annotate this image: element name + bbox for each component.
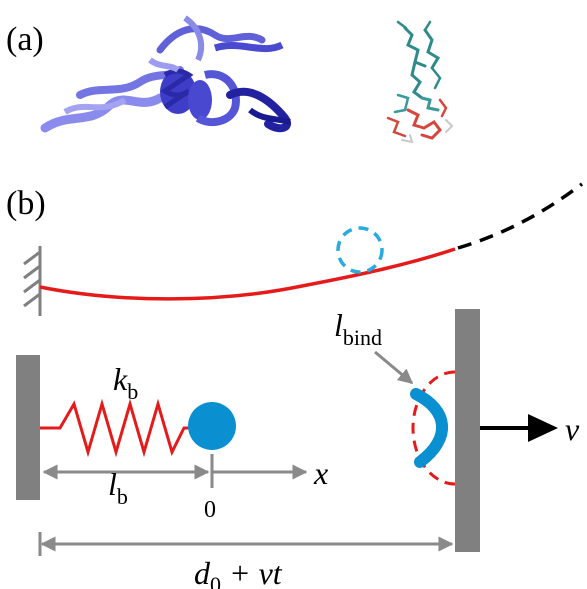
polymer-strand: [39, 247, 456, 301]
protein-ribbon-icon: [40, 15, 291, 133]
velocity-label: v: [565, 411, 580, 447]
bead-icon: [188, 402, 236, 450]
dashed-bead-outline: [336, 226, 384, 274]
panel-b-label: (b): [6, 185, 46, 222]
panel-a-label: (a): [6, 21, 44, 58]
velocity-arrow: [480, 414, 558, 442]
distance-label: d0 + vt: [194, 555, 283, 589]
binding-site-icon: [410, 388, 449, 468]
origin-label: 0: [204, 497, 216, 523]
binding-region-dashed: [411, 370, 456, 486]
fixed-wall-hatch-icon: [23, 246, 42, 316]
spring-icon: [40, 398, 190, 458]
strand-extension-dashed: [457, 182, 584, 250]
binding-length-pointer: [374, 350, 414, 385]
binding-length-label: lbind: [334, 307, 382, 350]
left-wall: [16, 355, 40, 500]
moving-wall: [455, 309, 480, 552]
spring-constant-symbol: kb: [113, 361, 138, 404]
x-axis-label: x: [313, 455, 328, 491]
spring-length-label: lb: [108, 466, 128, 509]
peptide-stick-icon: [386, 20, 454, 144]
